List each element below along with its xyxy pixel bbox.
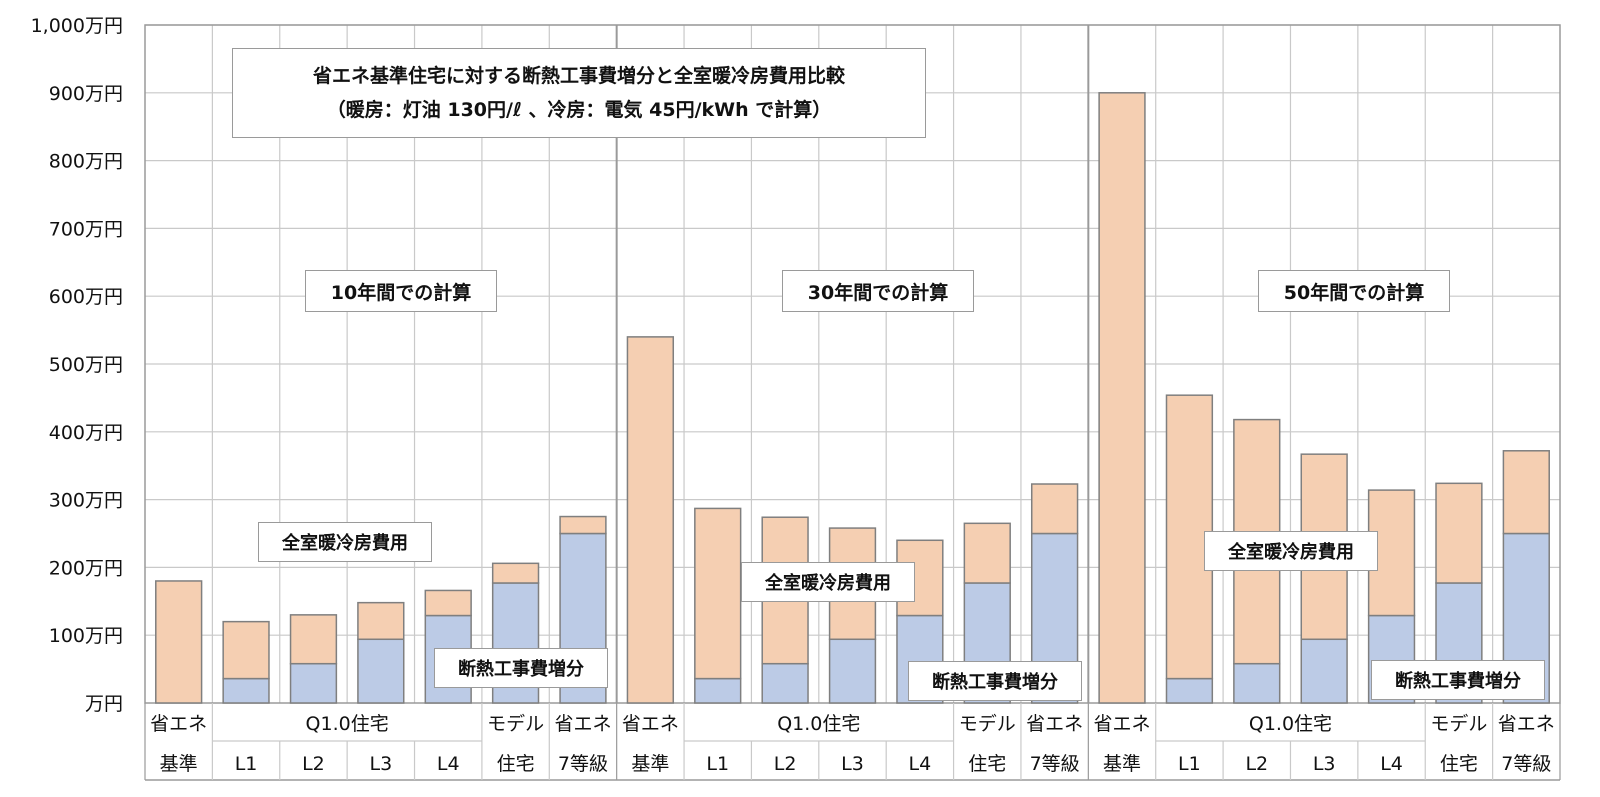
bar-insulation: [828, 638, 877, 704]
category-label-bottom: L3: [369, 753, 392, 775]
series-label-heating-cooling-50y: 全室暖冷房費用: [1204, 531, 1378, 571]
chart-subtitle: （暖房：灯油 130円/ℓ 、冷房：電気 45円/kWh で計算）: [326, 99, 832, 121]
q-group-label: Q1.0住宅: [306, 713, 389, 735]
category-label-bottom: L4: [909, 753, 932, 775]
category-label-bottom: 基準: [1103, 753, 1141, 775]
category-label-top: 省エネ: [1094, 713, 1151, 735]
series-label-heating-cooling-30y: 全室暖冷房費用: [741, 562, 915, 602]
category-label-top: 省エネ: [554, 713, 611, 735]
bar-heating-cooling: [559, 515, 607, 535]
category-label-bottom: L1: [1178, 753, 1201, 775]
series-label-insulation-50y: 断熱工事費増分: [1371, 660, 1545, 700]
y-tick-label: 700万円: [49, 218, 123, 240]
series-label-insulation-10y: 断熱工事費増分: [434, 648, 608, 688]
bar-heating-cooling: [694, 507, 742, 680]
y-tick-label: 200万円: [49, 557, 123, 579]
category-label-bottom: L2: [1245, 753, 1268, 775]
series-label-heating-cooling-10y: 全室暖冷房費用: [258, 522, 432, 562]
category-label-bottom: 7等級: [558, 753, 608, 775]
bar-insulation: [761, 662, 809, 704]
bar-heating-cooling: [1030, 483, 1079, 535]
y-tick-label: 400万円: [49, 422, 123, 444]
bar-insulation: [357, 638, 405, 704]
series-label-insulation-30y: 断熱工事費増分: [908, 661, 1082, 701]
category-label-bottom: 7等級: [1030, 753, 1080, 775]
y-tick-label: 100万円: [49, 625, 123, 647]
bar-heating-cooling: [963, 522, 1011, 584]
bar-heating-cooling: [155, 580, 203, 704]
category-label-bottom: L3: [841, 753, 864, 775]
bar-heating-cooling: [357, 601, 405, 641]
chart-title-box: 省エネ基準住宅に対する断熱工事費増分と全室暖冷房費用比較 （暖房：灯油 130円…: [232, 48, 926, 138]
category-label-bottom: 基準: [160, 753, 198, 775]
category-label-bottom: 住宅: [497, 753, 535, 775]
bar-heating-cooling: [424, 589, 472, 617]
y-tick-label: 800万円: [49, 151, 123, 173]
y-tick-label: 1,000万円: [31, 15, 123, 37]
bar-heating-cooling: [222, 620, 270, 680]
bar-heating-cooling: [1502, 450, 1550, 535]
bar-insulation: [289, 662, 338, 704]
category-label-bottom: L1: [235, 753, 258, 775]
bar-insulation: [1300, 638, 1348, 704]
bar-insulation: [694, 677, 742, 704]
bar-heating-cooling: [1098, 92, 1146, 704]
category-label-bottom: L2: [302, 753, 325, 775]
category-label-bottom: 住宅: [968, 753, 1006, 775]
y-tick-label: 500万円: [49, 354, 123, 376]
chart-title: 省エネ基準住宅に対する断熱工事費増分と全室暖冷房費用比較: [312, 65, 845, 87]
category-label-top: 省エネ: [1498, 713, 1555, 735]
category-label-bottom: 住宅: [1440, 753, 1478, 775]
bar-heating-cooling: [289, 614, 338, 665]
category-label-top: モデル: [1430, 713, 1487, 735]
category-label-top: モデル: [959, 713, 1016, 735]
category-label-bottom: L1: [706, 753, 729, 775]
category-label-bottom: 基準: [631, 753, 669, 775]
category-label-top: 省エネ: [150, 713, 207, 735]
category-label-bottom: L3: [1313, 753, 1336, 775]
group-label-30y: 30年間での計算: [782, 270, 974, 312]
category-label-top: モデル: [487, 713, 544, 735]
y-tick-label: 300万円: [49, 490, 123, 512]
bar-insulation: [1165, 677, 1214, 704]
group-label-10y: 10年間での計算: [305, 270, 497, 312]
y-tick-label: 900万円: [49, 83, 123, 105]
bar-insulation: [222, 677, 270, 704]
category-label-bottom: L4: [437, 753, 460, 775]
category-label-top: 省エネ: [1026, 713, 1083, 735]
category-label-top: 省エネ: [622, 713, 679, 735]
category-label-bottom: 7等級: [1501, 753, 1551, 775]
group-label-50y: 50年間での計算: [1258, 270, 1450, 312]
q-group-label: Q1.0住宅: [777, 713, 860, 735]
q-group-label: Q1.0住宅: [1249, 713, 1332, 735]
bar-insulation: [1233, 662, 1281, 704]
y-tick-label: 600万円: [49, 286, 123, 308]
y-tick-label: 万円: [85, 693, 123, 715]
category-label-bottom: L4: [1380, 753, 1403, 775]
bar-heating-cooling: [1435, 482, 1483, 584]
bar-heating-cooling: [626, 336, 675, 704]
bar-heating-cooling: [491, 562, 540, 584]
category-label-bottom: L2: [774, 753, 797, 775]
